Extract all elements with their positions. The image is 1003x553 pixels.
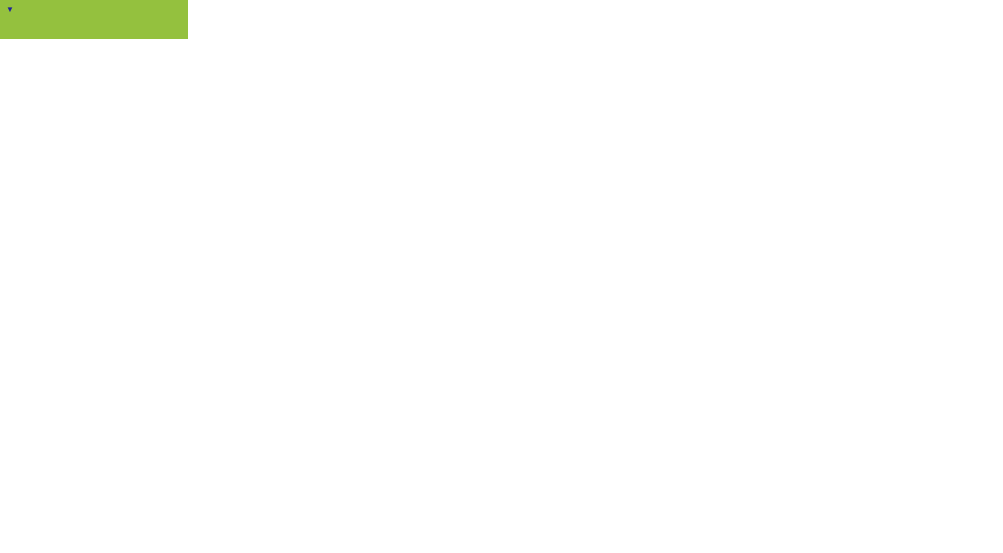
rsi-indicator-label bbox=[5, 379, 10, 391]
symbol-ohlc-header: ▼ bbox=[6, 3, 23, 15]
broker-watermark bbox=[0, 0, 188, 39]
adx-indicator-label bbox=[5, 461, 20, 473]
chevron-down-icon[interactable]: ▼ bbox=[6, 5, 14, 14]
